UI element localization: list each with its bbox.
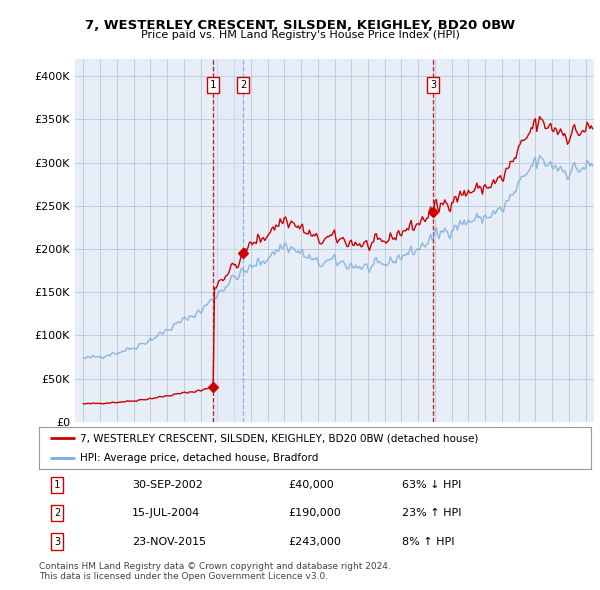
- Text: 7, WESTERLEY CRESCENT, SILSDEN, KEIGHLEY, BD20 0BW (detached house): 7, WESTERLEY CRESCENT, SILSDEN, KEIGHLEY…: [80, 434, 479, 444]
- Text: Contains HM Land Registry data © Crown copyright and database right 2024.: Contains HM Land Registry data © Crown c…: [39, 562, 391, 571]
- Bar: [213, 59, 243, 422]
- Text: 1: 1: [210, 80, 216, 90]
- Text: 2: 2: [54, 509, 60, 518]
- Text: 23% ↑ HPI: 23% ↑ HPI: [402, 509, 461, 518]
- Text: HPI: Average price, detached house, Bradford: HPI: Average price, detached house, Brad…: [80, 454, 319, 463]
- Text: £243,000: £243,000: [288, 537, 341, 546]
- Text: 23-NOV-2015: 23-NOV-2015: [132, 537, 206, 546]
- Text: 3: 3: [430, 80, 436, 90]
- Text: £40,000: £40,000: [288, 480, 334, 490]
- Text: Price paid vs. HM Land Registry's House Price Index (HPI): Price paid vs. HM Land Registry's House …: [140, 30, 460, 40]
- Text: 30-SEP-2002: 30-SEP-2002: [132, 480, 203, 490]
- Text: 15-JUL-2004: 15-JUL-2004: [132, 509, 200, 518]
- Text: This data is licensed under the Open Government Licence v3.0.: This data is licensed under the Open Gov…: [39, 572, 328, 581]
- Text: 1: 1: [54, 480, 60, 490]
- Text: 8% ↑ HPI: 8% ↑ HPI: [402, 537, 455, 546]
- Text: 3: 3: [54, 537, 60, 546]
- Text: £190,000: £190,000: [288, 509, 341, 518]
- Text: 7, WESTERLEY CRESCENT, SILSDEN, KEIGHLEY, BD20 0BW: 7, WESTERLEY CRESCENT, SILSDEN, KEIGHLEY…: [85, 19, 515, 32]
- Text: 2: 2: [240, 80, 246, 90]
- Text: 63% ↓ HPI: 63% ↓ HPI: [402, 480, 461, 490]
